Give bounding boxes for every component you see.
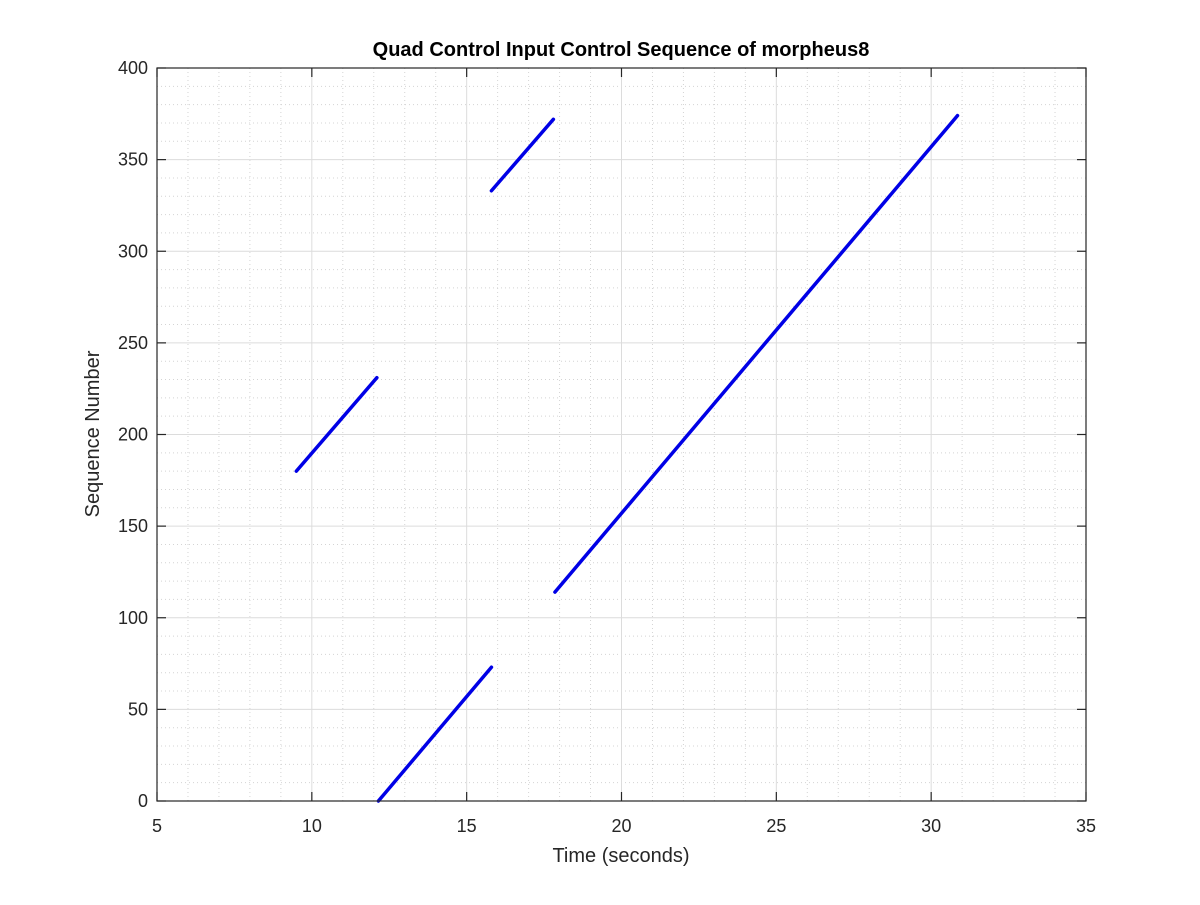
y-tick-label: 0 [138, 791, 148, 811]
series-line-3 [553, 113, 960, 594]
x-tick-label: 30 [921, 816, 941, 836]
ticks-layer [156, 67, 1087, 802]
x-axis-label: Time (seconds) [552, 845, 689, 867]
x-tick-label: 25 [766, 816, 786, 836]
series-line-1 [294, 375, 379, 473]
series-line-4 [376, 665, 494, 803]
y-axis-label: Sequence Number [82, 350, 104, 517]
y-tick-label: 100 [118, 608, 148, 628]
y-tick-label: 50 [128, 699, 148, 719]
x-tick-label: 35 [1076, 816, 1096, 836]
series-layer [294, 113, 960, 803]
y-tick-label: 200 [118, 425, 148, 445]
y-tick-label: 400 [118, 58, 148, 78]
series-line-2 [489, 117, 556, 193]
y-tick-label: 350 [118, 150, 148, 170]
y-tick-label: 150 [118, 516, 148, 536]
x-tick-label: 5 [152, 816, 162, 836]
y-tick-label: 250 [118, 333, 148, 353]
x-tick-label: 10 [302, 816, 322, 836]
chart-title: Quad Control Input Control Sequence of m… [373, 39, 870, 61]
x-tick-label: 20 [611, 816, 631, 836]
y-tick-label: 300 [118, 241, 148, 261]
major-grid [157, 68, 1086, 801]
x-tick-label: 15 [457, 816, 477, 836]
